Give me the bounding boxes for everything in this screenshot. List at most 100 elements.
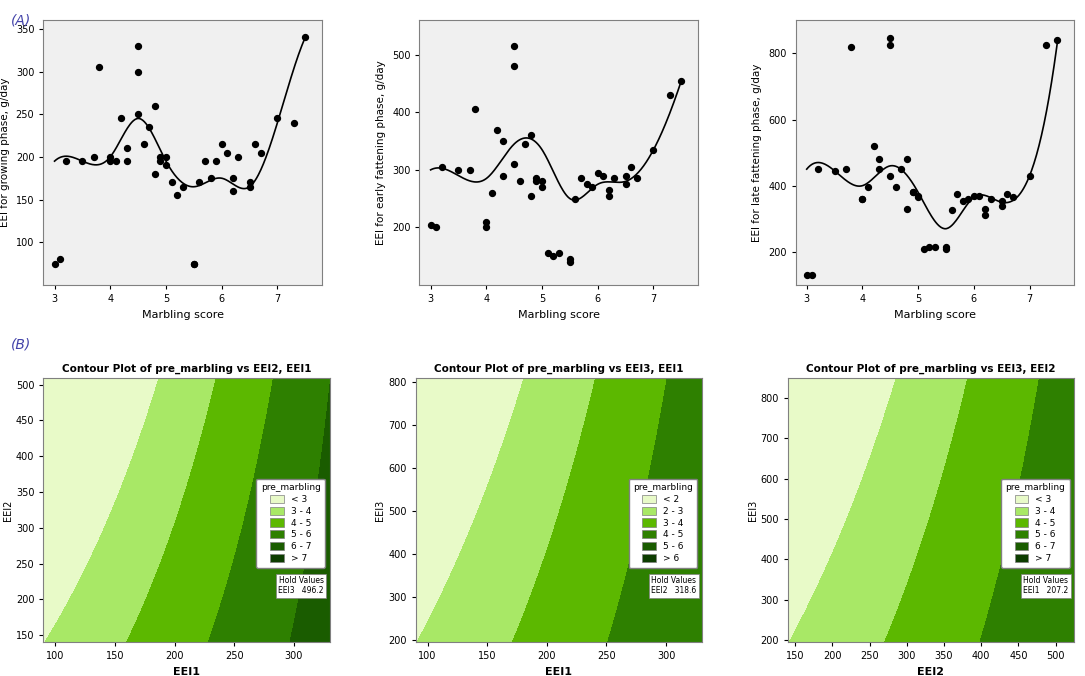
Point (870, 164, 888, 174)
Point (85, 151, 102, 162)
Y-axis label: EEI for early fattening phase, g/day: EEI for early fattening phase, g/day (376, 60, 386, 245)
Point (865, 141, 882, 151)
Point (937, 243, 955, 254)
Point (998, 189, 1016, 199)
Point (859, 182, 877, 193)
Point (495, 170, 512, 181)
Point (534, 176, 551, 187)
Point (550, 248, 567, 259)
Point (799, 270, 816, 281)
Point (230, 151, 247, 162)
Point (252, 147, 269, 158)
Point (904, 187, 921, 197)
Point (915, 243, 932, 254)
Point (1037, 40, 1055, 51)
Text: Hold Values
EEI3   496.2: Hold Values EEI3 496.2 (279, 576, 324, 596)
Point (218, 147, 235, 158)
Point (920, 241, 937, 252)
Point (628, 173, 646, 184)
Point (662, 90, 679, 101)
Point (522, 130, 539, 141)
Point (927, 241, 944, 252)
Point (168, 190, 186, 201)
Point (909, 192, 927, 203)
Point (904, 187, 921, 197)
Point (843, 41, 860, 52)
Point (213, 139, 230, 149)
Point (644, 144, 662, 155)
Point (623, 162, 640, 172)
Point (129, 41, 146, 51)
Point (600, 185, 617, 195)
Point (241, 177, 258, 188)
Point (954, 195, 971, 206)
Point (617, 179, 635, 190)
Point (269, 113, 286, 124)
X-axis label: Marbling score: Marbling score (142, 310, 224, 320)
Point (186, 258, 203, 269)
Point (993, 195, 1010, 206)
Point (909, 190, 927, 201)
Point (561, 254, 578, 264)
Point (489, 124, 507, 135)
Point (966, 190, 983, 201)
Point (241, 181, 258, 192)
Y-axis label: EEI for late fattening phase, g/day: EEI for late fattening phase, g/day (753, 64, 763, 242)
Legend: < 2, 2 - 3, 3 - 4, 4 - 5, 5 - 6, > 6: < 2, 2 - 3, 3 - 4, 4 - 5, 5 - 6, > 6 (628, 479, 698, 568)
Point (225, 186, 242, 197)
Point (545, 251, 562, 262)
Point (202, 173, 219, 184)
Text: Hold Values
EEI2   318.6: Hold Values EEI2 318.6 (651, 576, 697, 596)
Point (152, 155, 169, 166)
Point (296, 32, 314, 43)
Point (809, 164, 827, 174)
Y-axis label: EEI3: EEI3 (375, 500, 385, 521)
Point (483, 187, 500, 198)
Point (207, 155, 225, 166)
Point (157, 151, 175, 162)
Point (74, 155, 91, 166)
Point (527, 173, 545, 184)
Point (191, 177, 208, 188)
Point (90, 62, 107, 72)
Point (898, 154, 916, 165)
Point (870, 154, 888, 165)
Point (882, 170, 899, 181)
Point (146, 168, 164, 179)
Point (118, 143, 136, 153)
Point (46, 258, 63, 269)
Point (959, 193, 976, 204)
Point (246, 139, 264, 149)
Point (196, 155, 214, 166)
Point (976, 210, 994, 221)
Text: Hold Values
EEI1   207.2: Hold Values EEI1 207.2 (1023, 576, 1069, 596)
Point (506, 61, 523, 72)
Legend: < 3, 3 - 4, 4 - 5, 5 - 6, 6 - 7, > 7: < 3, 3 - 4, 4 - 5, 5 - 6, 6 - 7, > 7 (1000, 479, 1070, 568)
Point (495, 136, 512, 147)
Point (450, 164, 468, 175)
Text: (A): (A) (11, 14, 31, 28)
Point (854, 193, 871, 204)
Point (427, 222, 445, 233)
Point (506, 41, 523, 51)
Point (1049, 34, 1067, 45)
Point (893, 164, 910, 174)
Point (993, 200, 1010, 211)
Point (673, 75, 690, 86)
Point (225, 173, 242, 184)
Point (605, 173, 623, 184)
Text: (B): (B) (11, 338, 31, 352)
Point (882, 33, 899, 44)
Point (102, 151, 119, 162)
X-axis label: EEI1: EEI1 (174, 667, 200, 676)
Title: Contour Plot of pre_marbling vs EEI3, EEI1: Contour Plot of pre_marbling vs EEI3, EE… (434, 364, 684, 375)
Point (107, 155, 125, 166)
Point (937, 241, 955, 252)
Point (976, 203, 994, 214)
Point (461, 164, 478, 175)
X-axis label: EEI1: EEI1 (546, 667, 572, 676)
Point (511, 176, 528, 187)
Point (516, 139, 534, 149)
Point (152, 151, 169, 162)
Point (146, 100, 164, 111)
